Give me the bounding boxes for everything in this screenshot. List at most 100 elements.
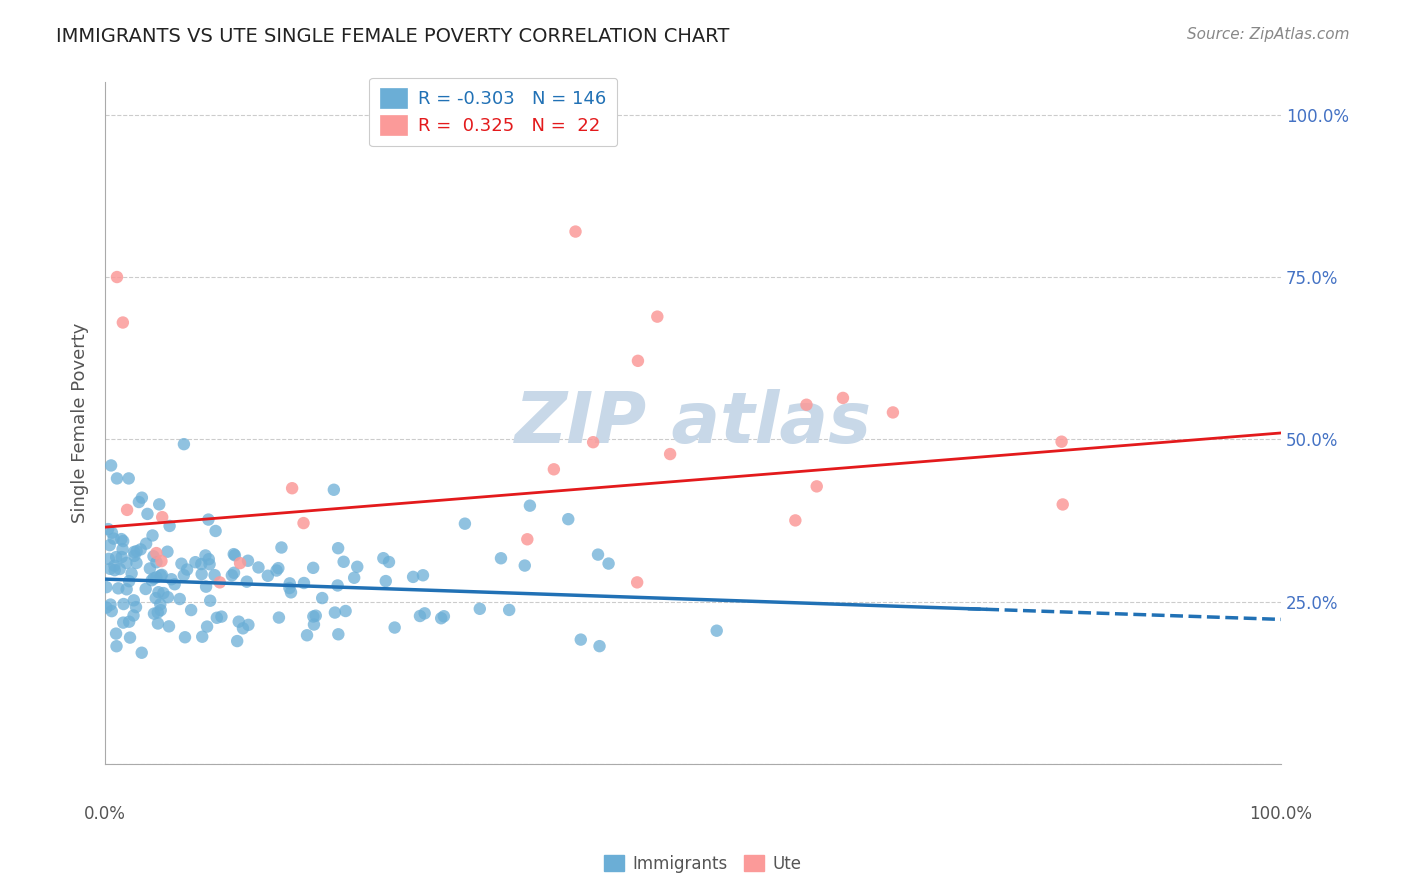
- Point: [115, 556, 138, 570]
- Point: [148, 497, 170, 511]
- Point: [197, 552, 219, 566]
- Point: [176, 563, 198, 577]
- Point: [122, 593, 145, 607]
- Point: [378, 555, 401, 569]
- Text: IMMIGRANTS VS UTE SINGLE FEMALE POVERTY CORRELATION CHART: IMMIGRANTS VS UTE SINGLE FEMALE POVERTY …: [56, 27, 730, 45]
- Point: [98, 538, 121, 552]
- Text: 0.0%: 0.0%: [84, 805, 127, 823]
- Point: [122, 608, 145, 623]
- Point: [322, 483, 344, 497]
- Point: [122, 545, 145, 559]
- Point: [121, 566, 143, 581]
- Point: [627, 354, 650, 368]
- Text: 100.0%: 100.0%: [1250, 805, 1312, 823]
- Point: [115, 503, 138, 517]
- Point: [468, 602, 491, 616]
- Text: Source: ZipAtlas.com: Source: ZipAtlas.com: [1187, 27, 1350, 42]
- Point: [328, 627, 350, 641]
- Point: [180, 603, 202, 617]
- Point: [796, 398, 818, 412]
- Point: [105, 471, 128, 485]
- Point: [302, 617, 325, 632]
- Point: [112, 534, 135, 549]
- Point: [323, 606, 346, 620]
- Point: [204, 568, 226, 582]
- Legend: Immigrants, Ute: Immigrants, Ute: [598, 848, 808, 880]
- Point: [205, 611, 228, 625]
- Point: [433, 609, 456, 624]
- Point: [103, 532, 125, 546]
- Point: [516, 533, 538, 547]
- Point: [267, 610, 290, 624]
- Point: [170, 557, 193, 571]
- Point: [148, 585, 170, 599]
- Point: [100, 598, 122, 612]
- Point: [131, 646, 153, 660]
- Point: [343, 571, 366, 585]
- Point: [160, 572, 183, 586]
- Point: [270, 541, 292, 555]
- Point: [332, 555, 354, 569]
- Point: [195, 580, 218, 594]
- Point: [806, 479, 828, 493]
- Point: [335, 604, 357, 618]
- Point: [128, 495, 150, 509]
- Point: [222, 547, 245, 561]
- Point: [141, 528, 163, 542]
- Point: [232, 621, 254, 635]
- Point: [267, 561, 290, 575]
- Point: [149, 598, 172, 612]
- Point: [141, 574, 163, 588]
- Point: [136, 507, 159, 521]
- Point: [152, 586, 174, 600]
- Point: [111, 542, 134, 557]
- Point: [173, 437, 195, 451]
- Point: [184, 555, 207, 569]
- Point: [100, 458, 122, 473]
- Point: [221, 568, 243, 582]
- Point: [281, 481, 304, 495]
- Point: [305, 608, 328, 623]
- Point: [105, 550, 128, 565]
- Point: [706, 624, 728, 638]
- Point: [96, 600, 118, 615]
- Point: [569, 632, 592, 647]
- Point: [211, 609, 233, 624]
- Point: [586, 548, 609, 562]
- Point: [588, 639, 610, 653]
- Point: [142, 549, 165, 564]
- Point: [346, 559, 368, 574]
- Point: [105, 270, 128, 285]
- Point: [582, 435, 605, 450]
- Point: [157, 619, 180, 633]
- Point: [489, 551, 512, 566]
- Point: [228, 615, 250, 629]
- Point: [145, 555, 167, 569]
- Point: [169, 592, 191, 607]
- Point: [295, 628, 318, 642]
- Point: [149, 603, 172, 617]
- Point: [125, 600, 148, 615]
- Point: [115, 582, 138, 597]
- Point: [224, 549, 246, 563]
- Point: [302, 609, 325, 624]
- Point: [257, 568, 280, 582]
- Point: [1052, 498, 1074, 512]
- Point: [129, 542, 152, 557]
- Point: [107, 582, 129, 596]
- Point: [108, 562, 131, 576]
- Point: [105, 639, 128, 653]
- Point: [413, 607, 436, 621]
- Point: [111, 316, 134, 330]
- Point: [557, 512, 579, 526]
- Point: [118, 471, 141, 485]
- Point: [454, 516, 477, 531]
- Point: [832, 391, 855, 405]
- Point: [174, 630, 197, 644]
- Point: [278, 576, 301, 591]
- Point: [131, 491, 153, 505]
- Point: [626, 575, 648, 590]
- Point: [598, 557, 620, 571]
- Point: [659, 447, 682, 461]
- Legend: R = -0.303   N = 146, R =  0.325   N =  22: R = -0.303 N = 146, R = 0.325 N = 22: [370, 78, 617, 146]
